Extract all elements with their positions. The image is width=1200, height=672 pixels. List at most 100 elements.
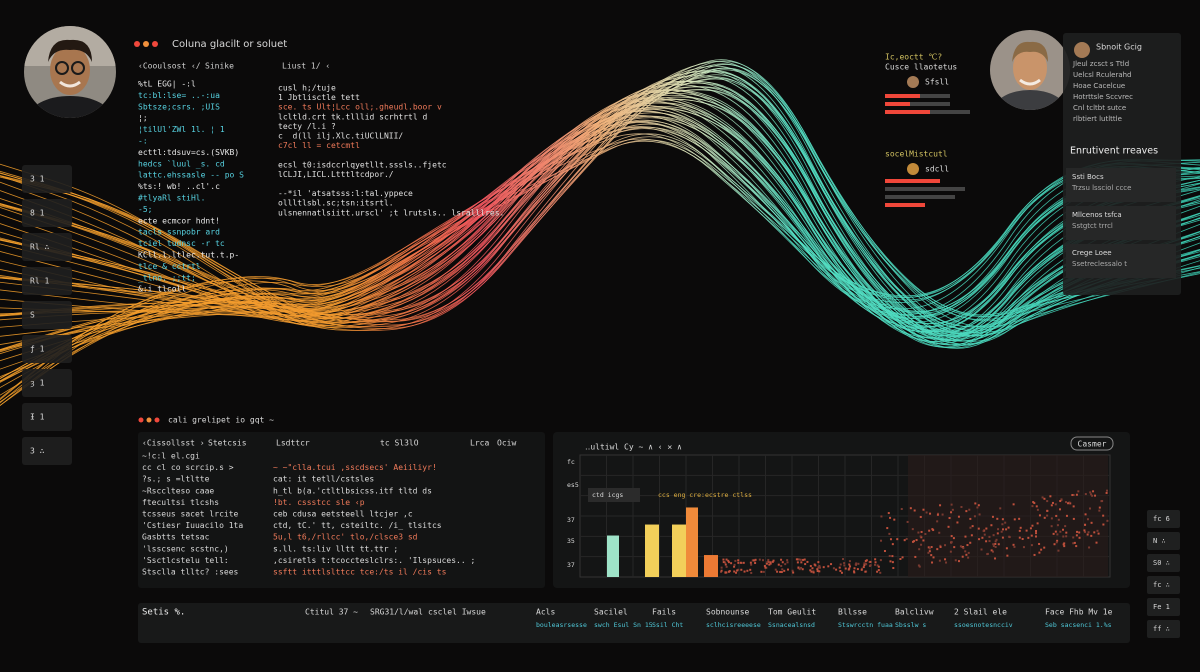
icon-button[interactable] (1147, 576, 1180, 594)
status-label[interactable]: Tom Geulit (768, 608, 816, 617)
noise-dot (865, 559, 868, 562)
avatar[interactable] (990, 30, 1070, 130)
noise-dot (750, 563, 753, 566)
status-label[interactable]: Setis %. (142, 608, 185, 618)
noise-dot (781, 568, 784, 571)
side-tab-label[interactable]: 8 1 (30, 209, 45, 218)
tab[interactable]: Liust 1/ ‹ (282, 62, 330, 71)
icon-button[interactable] (1147, 554, 1180, 572)
window-dot[interactable] (146, 417, 152, 423)
tab[interactable]: Stetcsis (208, 439, 247, 448)
icon-button-label[interactable]: ff ∴ (1153, 625, 1170, 633)
icon-button-label[interactable]: Fe 1 (1153, 603, 1170, 611)
tab[interactable]: Lsdttcr (276, 439, 310, 448)
icon-button[interactable] (1147, 532, 1180, 550)
window-dot[interactable] (143, 41, 149, 47)
noise-dot (1065, 531, 1068, 534)
noise-dot (818, 566, 821, 569)
side-tab[interactable] (22, 199, 72, 227)
button-label[interactable]: Casmer (1078, 440, 1107, 449)
noise-dot (888, 532, 891, 535)
code-line: Gasbtts tetsac (142, 533, 210, 542)
list-text[interactable]: Ssti Bocs (1072, 173, 1104, 181)
side-tab-label[interactable]: 3 ∴ (30, 447, 44, 456)
icon-button-label[interactable]: fc 6 (1153, 515, 1170, 523)
status-label[interactable]: Fails (652, 608, 676, 617)
status-label[interactable]: Balclivw (895, 608, 934, 617)
noise-dot (783, 569, 786, 572)
window-dot[interactable] (138, 417, 144, 423)
window-dot[interactable] (152, 41, 158, 47)
side-tab[interactable] (22, 301, 72, 329)
noise-dot (1084, 493, 1087, 496)
status-label[interactable]: 2 Slail ele (954, 608, 1007, 617)
window-dot[interactable] (134, 41, 140, 47)
list-text[interactable]: Trzsu lssciol ccce (1071, 184, 1131, 192)
list-text[interactable]: Mllcenos tsfca (1072, 211, 1122, 219)
tab[interactable]: ‹Cissollsst › (142, 439, 205, 448)
noise-dot (1086, 533, 1089, 536)
list-item[interactable] (1066, 168, 1176, 202)
icon-button[interactable] (1147, 510, 1180, 528)
list-item[interactable] (1066, 206, 1176, 240)
avatar[interactable] (24, 26, 116, 140)
status-value: Stswrcctn fuaa (838, 621, 893, 629)
noise-dot (1043, 516, 1046, 519)
status-label[interactable]: Face Fhb Mv 1e (1045, 608, 1113, 617)
noise-dot (954, 559, 957, 562)
status-label[interactable]: Bllsse (838, 608, 867, 617)
noise-dot (749, 568, 752, 571)
chart-toolbar: ‥ultiwl Cy ~ ∧ ‹ ✕ ∧ (585, 443, 682, 452)
side-tab-label[interactable]: ƒ 1 (30, 345, 45, 354)
noise-dot (880, 539, 883, 542)
noise-dot (813, 563, 816, 566)
tab[interactable]: Ociw (497, 439, 516, 448)
side-tab-label[interactable]: Rl 1 (30, 277, 49, 286)
status-label[interactable]: SRG31/l/wal (370, 608, 423, 617)
side-tab[interactable] (22, 335, 72, 363)
tab[interactable]: ‹Cooulsost ‹/ (138, 62, 201, 71)
side-tab-label[interactable]: S (30, 311, 35, 320)
status-label[interactable]: Sobnounse (706, 608, 750, 617)
side-tab[interactable] (22, 403, 72, 431)
side-tab[interactable] (22, 369, 72, 397)
noise-dot (1072, 517, 1075, 520)
icon-button-label[interactable]: S0 ∴ (1153, 559, 1170, 567)
side-tab[interactable] (22, 233, 72, 261)
tab[interactable]: Sinike (205, 62, 234, 71)
noise-dot (809, 565, 812, 568)
noise-dot (1089, 491, 1092, 494)
noise-dot (746, 569, 749, 572)
list-text[interactable]: Sstgtct trrcl (1072, 222, 1113, 230)
list-text[interactable]: Ssetreclessalo t (1072, 260, 1127, 268)
code-line: 1 Jbtlisctle tett (278, 93, 360, 102)
button[interactable] (1070, 436, 1114, 451)
noise-dot (734, 559, 737, 562)
icon-button[interactable] (1147, 598, 1180, 616)
side-tab-label[interactable]: ȝ 1 (30, 379, 45, 389)
side-tab[interactable] (22, 437, 72, 465)
window-dot[interactable] (154, 417, 160, 423)
side-tab-label[interactable]: 3 1 (30, 175, 45, 184)
icon-button[interactable] (1147, 620, 1180, 638)
side-tab[interactable] (22, 267, 72, 295)
tab[interactable]: tc Sl3lO (380, 439, 419, 448)
status-label[interactable]: Ctitul 37 ~ (305, 608, 358, 617)
list-item[interactable] (1066, 244, 1176, 278)
status-label[interactable]: Acls (536, 608, 555, 617)
wave-line (0, 105, 1200, 339)
side-tab[interactable] (22, 165, 72, 193)
legend-text: ctd icgs (592, 491, 623, 499)
side-tab-label[interactable]: Rl ∴ (30, 243, 49, 252)
status-value: Sbsslw s (895, 621, 926, 629)
tab[interactable]: Lrca (470, 439, 489, 448)
status-label[interactable]: Sacilel (594, 608, 628, 617)
side-tab-label[interactable]: Ɨ 1 (30, 413, 45, 422)
icon-button-label[interactable]: N ∴ (1153, 537, 1166, 545)
noise-dot (844, 567, 847, 570)
icon-button-label[interactable]: fc ∴ (1153, 581, 1170, 589)
noise-dot (1096, 529, 1099, 532)
wave-line (0, 106, 1200, 334)
list-text[interactable]: Crege Loee (1072, 249, 1112, 257)
status-label[interactable]: csclel Iwsue (428, 608, 486, 617)
